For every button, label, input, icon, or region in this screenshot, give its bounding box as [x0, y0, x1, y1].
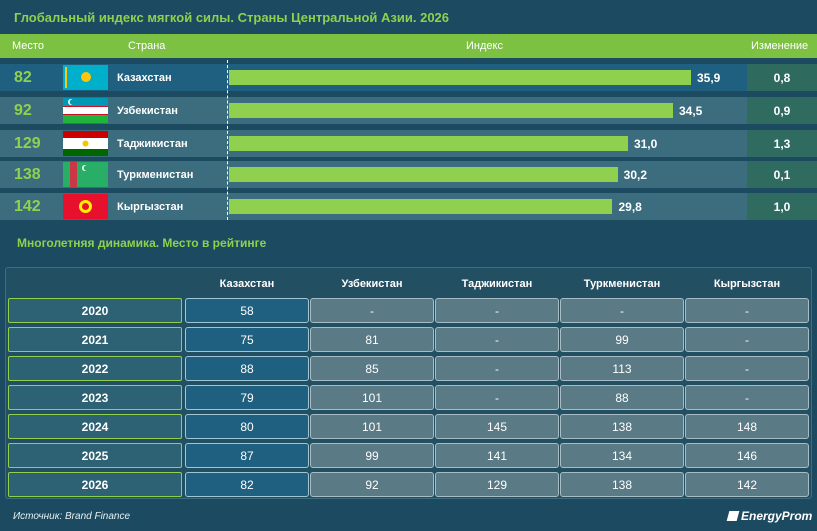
- header-index: Индекс: [466, 40, 503, 52]
- rank-cell: 146: [685, 443, 809, 468]
- rank-cell: 87: [185, 443, 309, 468]
- rank-cell: 99: [560, 327, 684, 352]
- header-rank: Место: [12, 40, 44, 52]
- year-cell: 2023: [8, 385, 182, 410]
- rank-cell: 101: [310, 385, 434, 410]
- dynamics-column-header: Таджикистан: [461, 278, 533, 290]
- dynamics-column-header: Узбекистан: [341, 278, 403, 290]
- rank-cell: 148: [685, 414, 809, 439]
- dynamics-column-header: Туркменистан: [583, 278, 661, 290]
- year-cell: 2022: [8, 356, 182, 381]
- rank-cell: 145: [435, 414, 559, 439]
- index-bar: [229, 167, 618, 182]
- rank-cell: 138: [560, 414, 684, 439]
- source-note: Источник: Brand Finance: [13, 511, 131, 522]
- rank-cell: 88: [560, 385, 684, 410]
- rank-cell: 101: [310, 414, 434, 439]
- country-name: Кыргызстан: [117, 200, 184, 213]
- energyprom-logo-icon: [726, 511, 740, 521]
- energyprom-logo: EnergyProm: [726, 509, 813, 523]
- rank-value: 129: [14, 134, 41, 152]
- rank-cell: -: [685, 356, 809, 381]
- rank-value: 138: [14, 165, 41, 183]
- dynamics-title: Многолетняя динамика. Место в рейтинге: [17, 236, 267, 250]
- country-name: Узбекистан: [117, 104, 178, 117]
- change-value: 0,9: [747, 97, 817, 124]
- index-value-label: 30,2: [623, 167, 647, 182]
- rank-cell: 113: [560, 356, 684, 381]
- rank-cell: 88: [185, 356, 309, 381]
- year-cell: 2020: [8, 298, 182, 323]
- ranking-row: 138 Туркменистан 30,2 0,1: [0, 161, 817, 188]
- rank-cell: 134: [560, 443, 684, 468]
- rank-cell: -: [560, 298, 684, 323]
- logo-text: EnergyProm: [741, 509, 813, 523]
- rank-cell: -: [310, 298, 434, 323]
- index-value-label: 34,5: [678, 103, 703, 118]
- index-value-label: 31,0: [633, 136, 658, 151]
- rank-cell: 85: [310, 356, 434, 381]
- rank-value: 82: [14, 68, 32, 86]
- rank-cell: 58: [185, 298, 309, 323]
- header-country: Страна: [128, 40, 166, 52]
- rank-cell: 142: [685, 472, 809, 497]
- change-value: 1,0: [747, 193, 817, 220]
- index-bar: [229, 103, 673, 118]
- index-bar: [229, 136, 628, 151]
- rank-cell: -: [435, 327, 559, 352]
- change-value: 0,8: [747, 64, 817, 91]
- rank-cell: 92: [310, 472, 434, 497]
- ranking-row: 129 Таджикистан 31,0 1,3: [0, 130, 817, 157]
- change-value: 0,1: [747, 161, 817, 188]
- rank-cell: -: [435, 298, 559, 323]
- change-value: 1,3: [747, 130, 817, 157]
- chart-title: Глобальный индекс мягкой силы. Страны Це…: [14, 10, 450, 25]
- country-name: Казахстан: [117, 71, 172, 84]
- rank-cell: 99: [310, 443, 434, 468]
- ranking-row: 82 Казахстан 35,9 0,8: [0, 64, 817, 91]
- rank-cell: 82: [185, 472, 309, 497]
- rank-cell: 141: [435, 443, 559, 468]
- country-name: Туркменистан: [117, 168, 194, 181]
- dynamics-column-header: Кыргызстан: [713, 278, 781, 290]
- rank-cell: -: [685, 385, 809, 410]
- year-cell: 2024: [8, 414, 182, 439]
- rank-cell: -: [435, 385, 559, 410]
- index-bar: [229, 70, 691, 85]
- index-value-label: 35,9: [697, 70, 721, 85]
- country-name: Таджикистан: [117, 137, 188, 150]
- header-change: Изменение: [751, 40, 809, 52]
- bar-axis-line: [227, 60, 228, 220]
- rank-cell: -: [685, 327, 809, 352]
- rank-cell: 80: [185, 414, 309, 439]
- rank-cell: 129: [435, 472, 559, 497]
- kazakhstan-flag-icon: [63, 65, 108, 90]
- uzbekistan-flag-icon: [63, 98, 108, 123]
- rank-cell: -: [435, 356, 559, 381]
- rank-value: 92: [14, 101, 32, 119]
- ranking-row: 92 Узбекистан 34,5 0,9: [0, 97, 817, 124]
- rank-cell: -: [685, 298, 809, 323]
- index-value-label: 29,8: [618, 199, 642, 214]
- year-cell: 2025: [8, 443, 182, 468]
- table-header: Место Страна Индекс Изменение: [0, 34, 817, 58]
- rank-cell: 81: [310, 327, 434, 352]
- index-bar: [229, 199, 613, 214]
- rank-cell: 138: [560, 472, 684, 497]
- year-cell: 2021: [8, 327, 182, 352]
- ranking-row: 142 Кыргызстан 29,8 1,0: [0, 193, 817, 220]
- turkmenistan-flag-icon: [63, 162, 108, 187]
- dynamics-column-header: Казахстан: [219, 278, 275, 290]
- kyrgyzstan-flag-icon: [63, 194, 108, 219]
- tajikistan-flag-icon: [63, 131, 108, 156]
- year-cell: 2026: [8, 472, 182, 497]
- rank-cell: 75: [185, 327, 309, 352]
- rank-cell: 79: [185, 385, 309, 410]
- rank-value: 142: [14, 197, 41, 215]
